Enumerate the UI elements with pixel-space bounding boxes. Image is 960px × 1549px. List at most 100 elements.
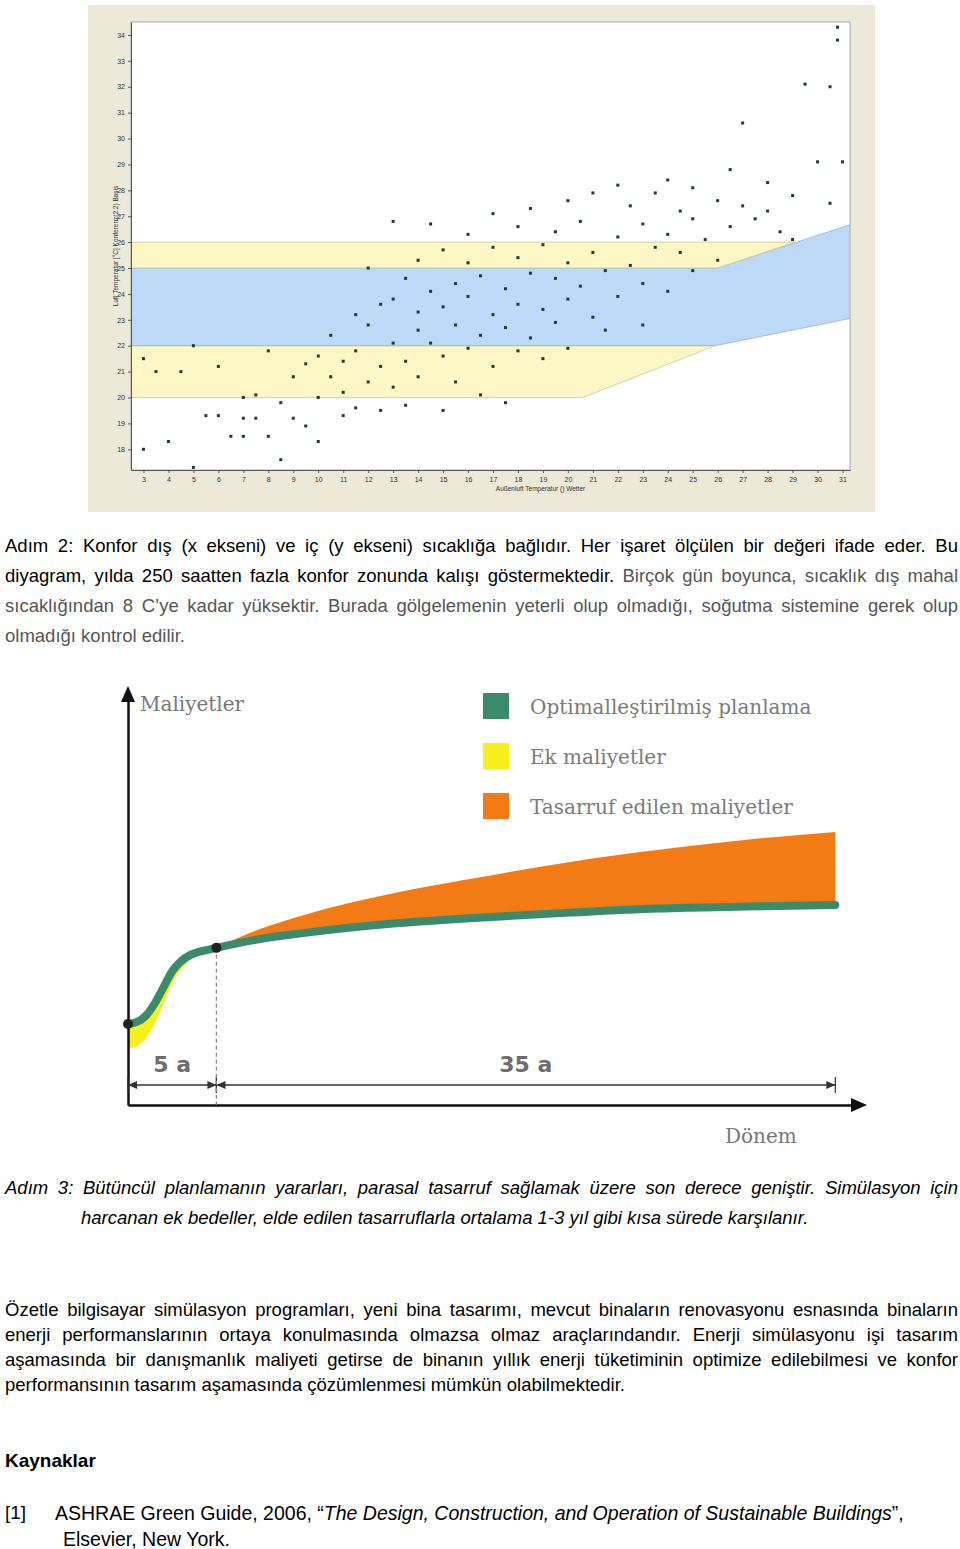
data-point [317, 396, 320, 399]
chart-frame [88, 5, 875, 512]
x-tick-mark [793, 470, 794, 473]
data-point [367, 380, 370, 383]
data-point [342, 414, 345, 417]
data-point [342, 360, 345, 363]
y-tick: 32 [117, 83, 131, 90]
x-tick-label: 26 [714, 476, 722, 483]
data-point [566, 298, 569, 301]
data-point [641, 222, 644, 225]
x-tick-mark [818, 470, 819, 473]
data-point [566, 199, 569, 202]
x-tick-label: 9 [292, 476, 296, 483]
y-tick: 25 [117, 265, 131, 272]
data-point [392, 342, 395, 345]
data-point [354, 349, 357, 352]
y-axis-line [127, 701, 130, 1106]
y-tick-label: 34 [117, 32, 125, 39]
y-tick-mark [128, 190, 131, 191]
x-tick-mark [543, 470, 544, 473]
data-point [354, 313, 357, 316]
y-tick-mark [128, 294, 131, 295]
data-point [242, 417, 245, 420]
data-point [429, 342, 432, 345]
data-point [829, 85, 832, 88]
data-point [591, 251, 594, 254]
x-tick: 7 [242, 470, 246, 483]
data-point [392, 220, 395, 223]
y-tick: 29 [117, 161, 131, 168]
data-point [591, 316, 594, 319]
data-point [179, 370, 182, 373]
x-tick-mark [618, 470, 619, 473]
data-point [417, 329, 420, 332]
legend-swatch [483, 743, 509, 769]
x-tick: 30 [814, 470, 822, 483]
data-point [192, 344, 195, 347]
data-point [766, 181, 769, 184]
data-point [554, 230, 557, 233]
data-point [829, 202, 832, 205]
x-tick-mark [168, 470, 169, 473]
data-point [804, 83, 807, 86]
x-tick-label: 15 [440, 476, 448, 483]
data-point [392, 298, 395, 301]
data-point [429, 222, 432, 225]
y-tick-label: 20 [117, 394, 125, 401]
step2-text: Adım 2: Konfor dış (x ekseni) ve iç (y e… [5, 531, 958, 651]
x-tick: 16 [465, 470, 473, 483]
y-tick: 30 [117, 135, 131, 142]
x-tick: 18 [515, 470, 523, 483]
data-point [654, 191, 657, 194]
period-point [123, 1019, 133, 1029]
data-point [204, 414, 207, 417]
x-tick-label: 29 [789, 476, 797, 483]
data-point [442, 248, 445, 251]
data-point [766, 210, 769, 213]
data-point [529, 336, 532, 339]
data-point [579, 285, 582, 288]
y-tick-mark [128, 216, 131, 217]
data-point [242, 435, 245, 438]
data-point [541, 308, 544, 311]
legend-swatch [483, 793, 509, 819]
reference-number: [1] [5, 1500, 26, 1526]
data-point [442, 305, 445, 308]
x-tick-label: 28 [764, 476, 772, 483]
text-span: The Design, Construction, and Operation … [324, 1502, 892, 1524]
y-tick-label: 31 [117, 109, 125, 116]
period-arrow [128, 1081, 137, 1089]
data-point [791, 194, 794, 197]
x-axis: 3456789101112131415161718192021222324252… [132, 470, 851, 483]
data-point [404, 277, 407, 280]
x-tick: 20 [564, 470, 572, 483]
x-tick-label: 11 [340, 476, 347, 483]
data-point [591, 191, 594, 194]
y-tick-label: 32 [117, 83, 125, 90]
data-point [654, 246, 657, 249]
data-point [666, 178, 669, 181]
x-tick-mark [768, 470, 769, 473]
data-point [841, 160, 844, 163]
x-tick-label: 23 [639, 476, 647, 483]
plot-marks [131, 26, 850, 469]
x-tick-label: 22 [614, 476, 622, 483]
data-point [192, 466, 195, 469]
data-point [616, 184, 619, 187]
data-point [566, 347, 569, 350]
data-point [329, 334, 332, 337]
y-tick: 31 [117, 109, 131, 116]
y-tick: 21 [117, 368, 131, 375]
y-tick-label: 21 [117, 368, 125, 375]
data-point [491, 365, 494, 368]
text-span: [1] [5, 1502, 26, 1523]
data-point [579, 220, 582, 223]
x-tick: 22 [614, 470, 622, 483]
data-point [417, 375, 420, 378]
x-axis-title: Dönem [725, 1124, 797, 1148]
data-point [279, 458, 282, 461]
period-line [128, 1084, 216, 1085]
data-point [529, 207, 532, 210]
data-point [479, 393, 482, 396]
y-tick-mark [128, 346, 131, 347]
x-tick: 11 [340, 470, 347, 483]
